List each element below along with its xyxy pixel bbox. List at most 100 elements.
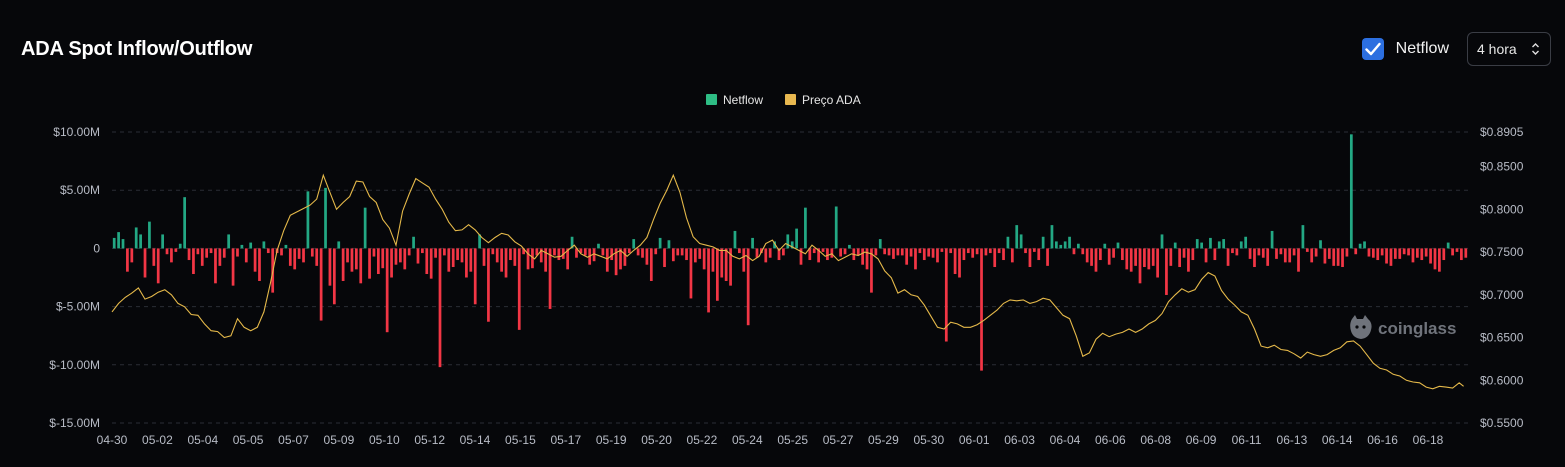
netflow-bar[interactable] [1358,243,1362,249]
netflow-bar[interactable] [1160,234,1164,249]
netflow-bar[interactable] [751,237,754,249]
netflow-bar[interactable] [1327,248,1331,259]
netflow-bar[interactable] [1407,248,1410,256]
netflow-bar[interactable] [1332,248,1336,266]
netflow-bar[interactable] [1376,248,1380,261]
netflow-bar[interactable] [553,248,556,256]
netflow-bar[interactable] [1385,248,1388,264]
netflow-bar[interactable] [394,248,398,265]
netflow-bar[interactable] [1279,248,1283,255]
netflow-bar[interactable] [1002,248,1005,261]
netflow-bar[interactable] [443,248,446,256]
netflow-bar[interactable] [161,234,164,249]
netflow-bar[interactable] [407,248,411,256]
netflow-bar[interactable] [196,248,200,255]
netflow-bar[interactable] [390,248,393,278]
netflow-bar[interactable] [249,242,253,249]
netflow-bar[interactable] [1464,248,1468,258]
interval-select[interactable]: 4 hora [1467,32,1551,66]
netflow-bar[interactable] [1024,248,1027,254]
netflow-bar[interactable] [1222,239,1226,249]
netflow-bar[interactable] [605,248,609,272]
netflow-bar[interactable] [1248,248,1252,259]
netflow-bar[interactable] [517,248,521,330]
netflow-bar[interactable] [953,248,957,275]
netflow-toggle-label[interactable]: Netflow [1395,40,1449,57]
netflow-bar[interactable] [385,248,389,333]
netflow-bar[interactable] [1081,248,1085,255]
netflow-bar[interactable] [363,207,367,249]
netflow-bar[interactable] [1116,242,1120,249]
netflow-bar[interactable] [412,236,415,249]
netflow-bar[interactable] [465,248,468,278]
netflow-bar[interactable] [1138,248,1142,284]
netflow-bar[interactable] [1371,248,1375,258]
netflow-bar[interactable] [1349,134,1353,249]
netflow-bar[interactable] [768,248,772,258]
netflow-bar[interactable] [861,248,865,265]
netflow-bar[interactable] [1107,248,1111,265]
netflow-bar[interactable] [922,248,926,261]
netflow-bar[interactable] [1050,225,1054,249]
netflow-bar[interactable] [1010,248,1014,263]
netflow-bar[interactable] [623,248,627,266]
netflow-bar[interactable] [614,248,618,276]
netflow-bar[interactable] [1301,225,1305,249]
netflow-bar[interactable] [1420,248,1424,261]
netflow-bar[interactable] [354,248,358,270]
netflow-bar[interactable] [1028,248,1032,268]
netflow-bar[interactable] [931,248,935,258]
netflow-bar[interactable] [1416,248,1419,258]
netflow-bar[interactable] [297,248,301,259]
netflow-bar[interactable] [421,248,424,254]
netflow-bar[interactable] [702,248,706,270]
netflow-bar[interactable] [504,248,508,278]
netflow-bar[interactable] [1288,248,1292,263]
netflow-bar[interactable] [460,248,464,263]
netflow-bar[interactable] [1433,248,1437,270]
netflow-bar[interactable] [227,234,231,249]
netflow-bar[interactable] [478,234,481,249]
netflow-bar[interactable] [218,248,222,266]
netflow-bar[interactable] [812,248,816,254]
netflow-bar[interactable] [940,248,944,252]
netflow-bar[interactable] [685,248,688,261]
netflow-bar[interactable] [839,248,842,257]
netflow-bar[interactable] [566,248,570,270]
netflow-bar[interactable] [165,248,169,255]
netflow-bar[interactable] [487,248,490,322]
netflow-bar[interactable] [804,207,807,249]
netflow-bar[interactable] [1213,248,1217,261]
netflow-bar[interactable] [350,248,354,272]
netflow-bar[interactable] [372,248,376,257]
netflow-bar[interactable] [597,243,600,249]
netflow-bar[interactable] [848,244,851,249]
netflow-bar[interactable] [293,248,297,270]
netflow-bar[interactable] [834,206,838,249]
netflow-bar[interactable] [306,191,310,249]
netflow-bar[interactable] [1442,248,1446,261]
netflow-bar[interactable] [359,248,363,284]
netflow-bar[interactable] [914,248,917,270]
netflow-bar[interactable] [1319,240,1322,249]
netflow-bar[interactable] [1147,248,1151,270]
netflow-bar[interactable] [1182,248,1186,258]
netflow-bar[interactable] [1125,248,1129,270]
netflow-bar[interactable] [1345,248,1349,257]
netflow-bar[interactable] [671,248,675,262]
netflow-bar[interactable] [117,232,120,249]
netflow-bar[interactable] [1209,237,1212,249]
netflow-bar[interactable] [980,248,983,371]
netflow-bar[interactable] [539,248,543,263]
netflow-bar[interactable] [738,248,741,254]
netflow-bar[interactable] [174,248,178,252]
netflow-bar[interactable] [1019,234,1023,249]
netflow-bar[interactable] [1032,248,1036,252]
netflow-bar[interactable] [575,248,578,258]
netflow-bar[interactable] [984,248,988,256]
netflow-bar[interactable] [1310,248,1314,263]
netflow-bar[interactable] [1336,248,1340,266]
netflow-bar[interactable] [663,248,666,268]
netflow-bar[interactable] [1239,241,1243,249]
netflow-bar[interactable] [975,248,979,255]
